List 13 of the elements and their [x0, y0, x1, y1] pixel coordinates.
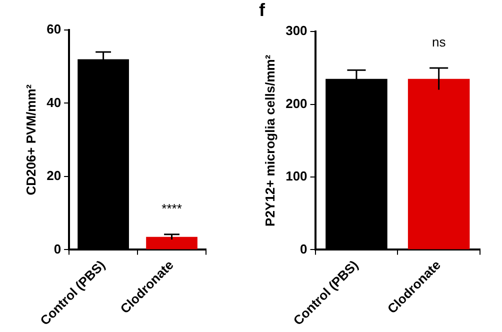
y-tick-label: 200 — [286, 96, 308, 111]
y-axis-title: P2Y12+ microglia cells/mm² — [262, 54, 278, 226]
annotation: ns — [432, 34, 446, 50]
annotation: **** — [162, 200, 182, 216]
y-tick-label: 0 — [54, 241, 62, 256]
y-tick-label: 300 — [286, 23, 308, 38]
y-axis-title: CD206+ PVM/mm² — [23, 84, 38, 196]
y-tick-label: 100 — [286, 168, 308, 184]
y-tick-label: 20 — [46, 168, 62, 184]
y-tick-label: 40 — [46, 94, 62, 110]
y-tick-label: 60 — [46, 22, 62, 37]
y-tick-label: 0 — [300, 241, 308, 256]
chart-title: f — [259, 0, 266, 20]
